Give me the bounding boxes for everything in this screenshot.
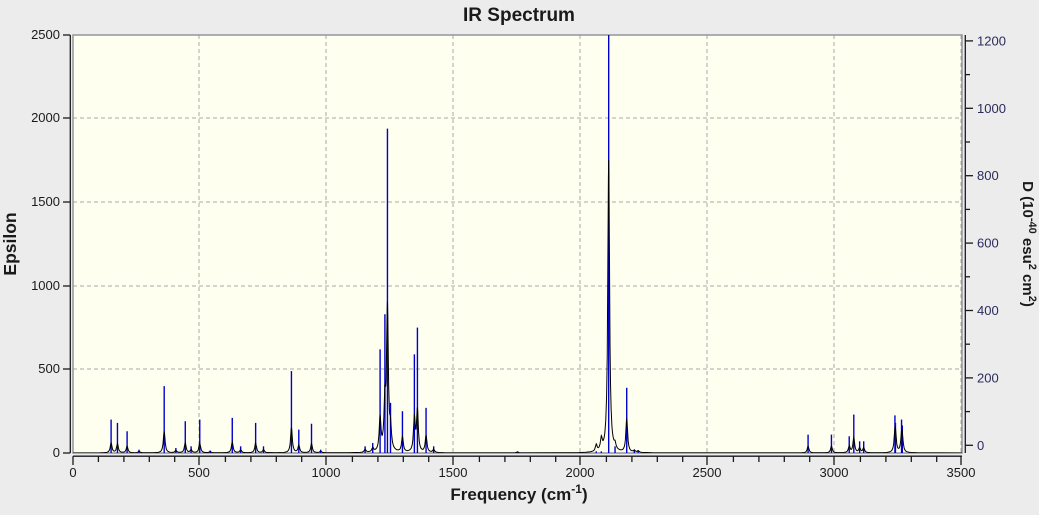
svg-text:2500: 2500 (31, 27, 60, 42)
svg-text:3000: 3000 (820, 465, 849, 480)
svg-text:3500: 3500 (947, 465, 976, 480)
svg-text:600: 600 (977, 236, 999, 251)
svg-text:1500: 1500 (31, 194, 60, 209)
svg-text:D (10-40 esu2 cm2): D (10-40 esu2 cm2) (1019, 181, 1038, 307)
svg-text:500: 500 (188, 465, 210, 480)
svg-text:1500: 1500 (439, 465, 468, 480)
svg-text:0: 0 (977, 438, 984, 453)
svg-text:1000: 1000 (312, 465, 341, 480)
svg-text:Epsilon: Epsilon (0, 212, 20, 275)
svg-text:800: 800 (977, 168, 999, 183)
svg-text:2000: 2000 (31, 110, 60, 125)
svg-text:Frequency (cm-1): Frequency (cm-1) (450, 482, 587, 504)
svg-text:500: 500 (38, 361, 60, 376)
svg-text:0: 0 (53, 445, 60, 460)
svg-text:IR Spectrum: IR Spectrum (463, 5, 575, 26)
svg-text:2500: 2500 (693, 465, 722, 480)
svg-text:400: 400 (977, 303, 999, 318)
svg-text:0: 0 (69, 465, 76, 480)
svg-text:1000: 1000 (31, 278, 60, 293)
svg-text:1000: 1000 (977, 101, 1006, 116)
svg-text:1200: 1200 (977, 33, 1006, 48)
svg-text:2000: 2000 (566, 465, 595, 480)
svg-text:200: 200 (977, 370, 999, 385)
